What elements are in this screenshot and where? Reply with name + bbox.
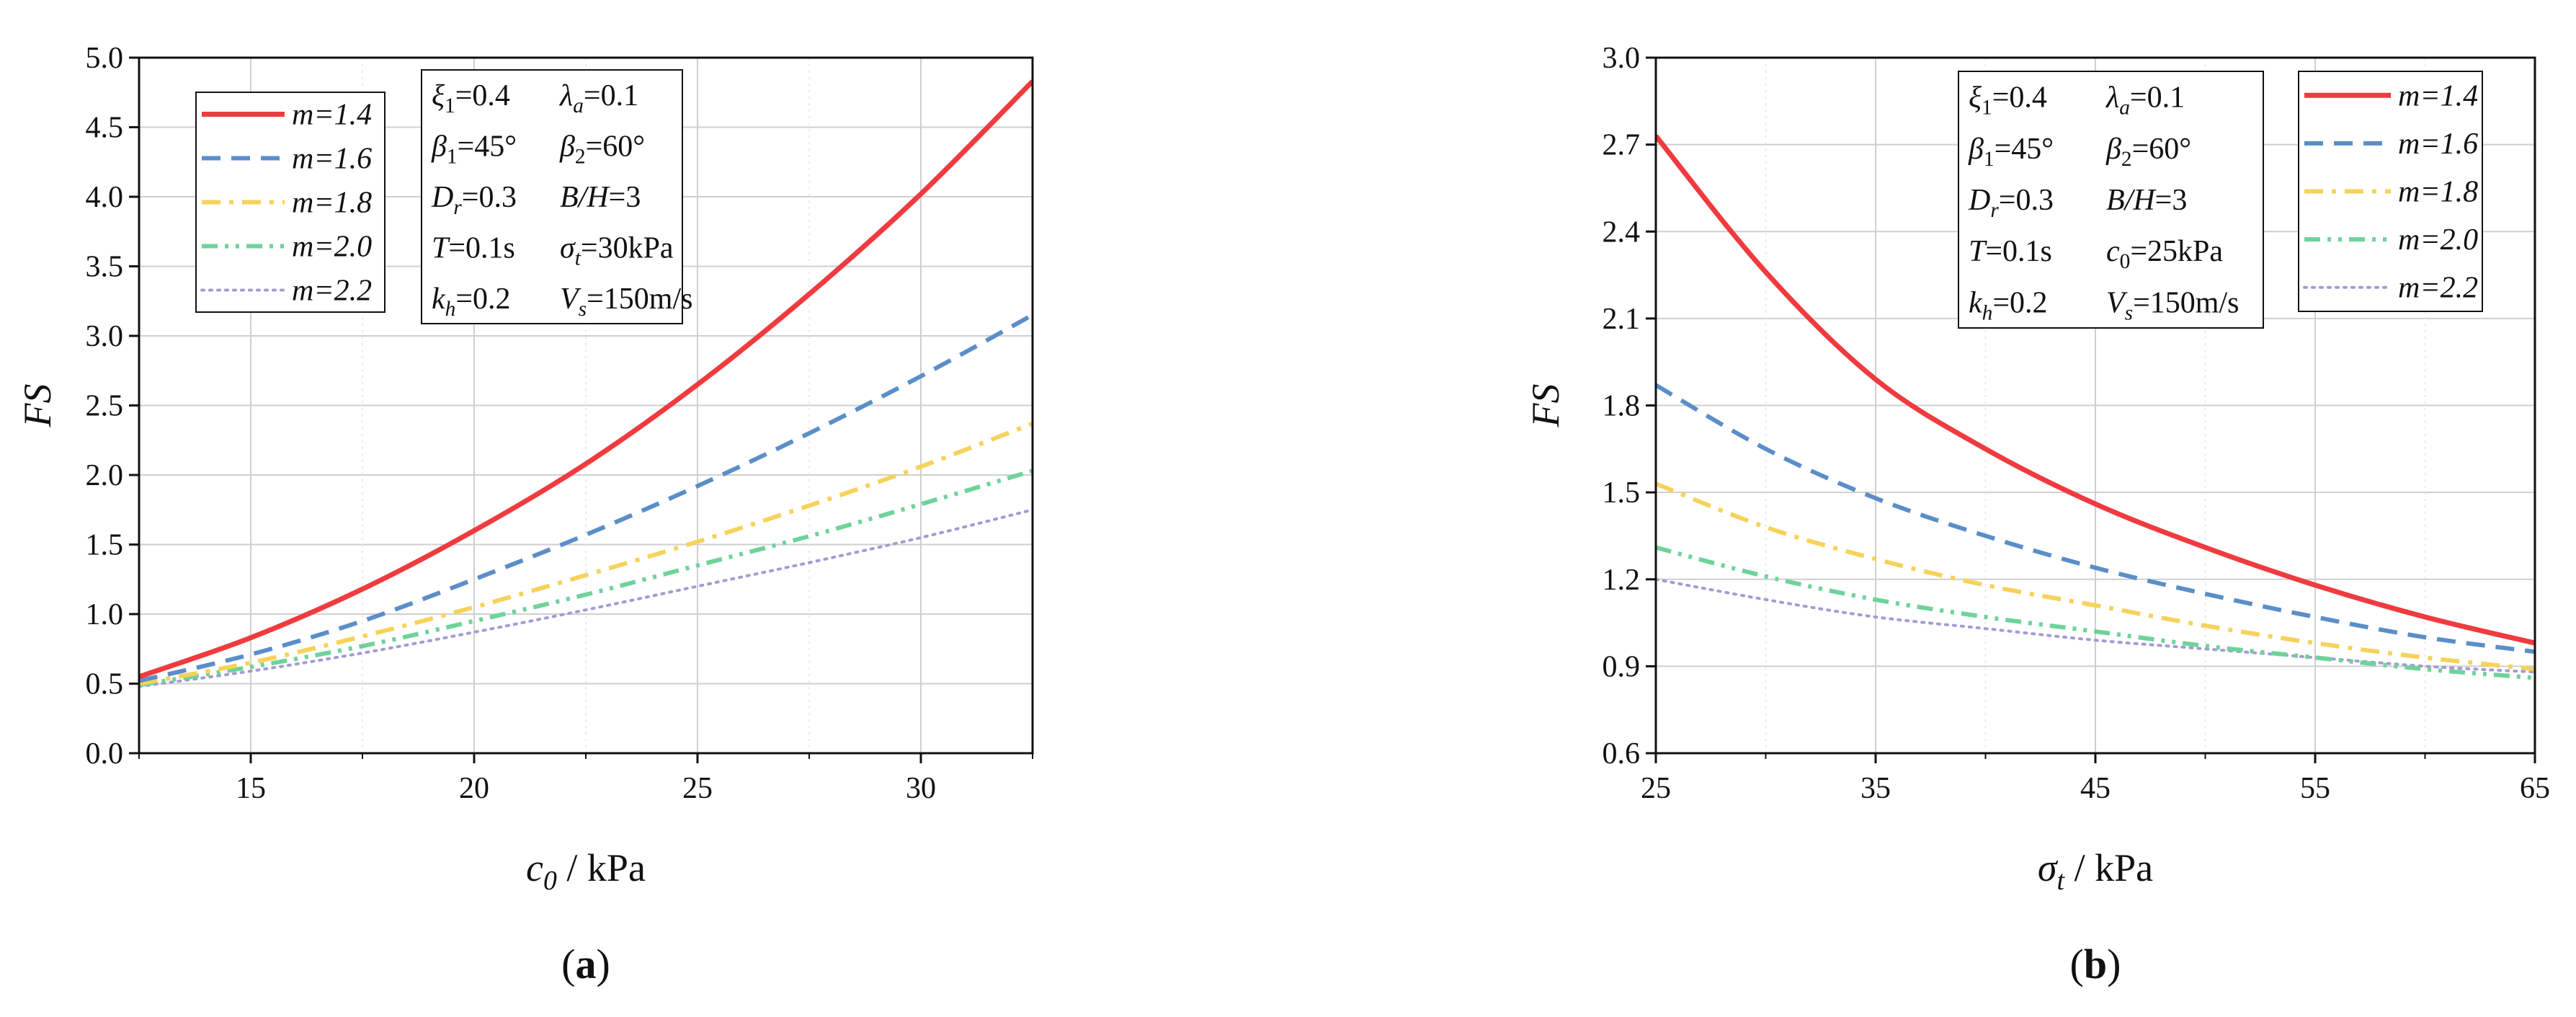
x-tick-label: 15 bbox=[236, 772, 266, 805]
parameter-text: ξ1=0.4 bbox=[432, 79, 510, 117]
series-line-m-2-2 bbox=[1656, 577, 2535, 674]
y-tick-label: 0.9 bbox=[1603, 650, 1641, 683]
parameter-box: ξ1=0.4 λa=0.1 β1=45° β2=60° Dr=0.3 B/H=3 T=0.1… bbox=[1958, 71, 2264, 329]
y-tick-label: 1.2 bbox=[1603, 564, 1641, 597]
y-tick-label: 4.0 bbox=[86, 181, 124, 214]
x-tick-label: 65 bbox=[2520, 772, 2550, 805]
series-line-m-1-8 bbox=[1656, 481, 2535, 672]
y-tick-label: 1.5 bbox=[86, 529, 124, 562]
y-tick-label: 2.4 bbox=[1603, 216, 1641, 249]
panel-label: (a) bbox=[561, 941, 610, 987]
parameter-text: T=0.1s bbox=[1969, 235, 2052, 268]
x-tick-label: 55 bbox=[2300, 772, 2330, 805]
axes: 0.0 0.5 1.0 1.5 2.0 2.5 3.0 3.5 4.0 4.5 5.0 15 20 25 3… bbox=[16, 42, 1033, 896]
panel-label: (b) bbox=[2070, 941, 2121, 987]
y-tick-label: 1.5 bbox=[1603, 476, 1641, 510]
x-axis-label: c0 / kPa bbox=[526, 846, 646, 896]
panel-a: 0.0 0.5 1.0 1.5 2.0 2.5 3.0 3.5 4.0 4.5 5.0 15 20 25 3… bbox=[16, 42, 1034, 987]
x-tick-label: 20 bbox=[459, 772, 489, 805]
series-line-m-2-0 bbox=[1656, 545, 2535, 680]
parameter-text: ξ1=0.4 bbox=[1969, 81, 2047, 120]
series-line-m-1-4 bbox=[1656, 134, 2535, 646]
y-axis-label: FS bbox=[1524, 384, 1567, 428]
x-axis-label: σt / kPa bbox=[2038, 846, 2153, 896]
parameter-text: λa=0.1 bbox=[2105, 81, 2185, 120]
x-tick-label: 25 bbox=[1641, 772, 1671, 805]
y-tick-label: 1.0 bbox=[86, 598, 124, 631]
legend: m=1.4 m=1.6 m=1.8 m=2.0 m=2.2 bbox=[195, 92, 385, 313]
y-tick-label: 2.5 bbox=[86, 390, 124, 423]
parameter-text: Vs=150m/s bbox=[2106, 286, 2239, 324]
parameter-text: T=0.1s bbox=[432, 231, 515, 265]
x-tick-label: 25 bbox=[682, 772, 713, 805]
y-tick-label: 3.0 bbox=[1603, 42, 1641, 75]
legend-label: m=2.2 bbox=[292, 275, 372, 308]
y-tick-label: 3.5 bbox=[86, 251, 124, 284]
y-tick-label: 2.1 bbox=[1603, 303, 1641, 336]
parameter-text: σt=30kPa bbox=[560, 231, 674, 270]
parameter-text: Vs=150m/s bbox=[560, 283, 692, 321]
parameter-text: λa=0.1 bbox=[558, 79, 638, 117]
y-axis-label: FS bbox=[16, 384, 59, 428]
parameter-text: c0=25kPa bbox=[2106, 235, 2223, 273]
legend-label: m=1.8 bbox=[292, 187, 372, 220]
legend-label: m=1.4 bbox=[292, 99, 372, 132]
series-line-m-2-2 bbox=[139, 508, 1033, 688]
series-line-m-1-6 bbox=[1656, 383, 2535, 654]
series-line-m-2-0 bbox=[139, 468, 1033, 688]
x-tick-label: 45 bbox=[2080, 772, 2111, 805]
x-tick-label: 30 bbox=[906, 772, 936, 805]
legend-box bbox=[195, 92, 385, 313]
parameter-box: ξ1=0.4 λa=0.1 β1=45° β2=60° Dr=0.3 B/H=3 T=0.1… bbox=[421, 69, 692, 324]
parameter-text: B/H=3 bbox=[2106, 184, 2187, 217]
series-line-m-1-8 bbox=[139, 421, 1033, 686]
parameter-text: β1=45° bbox=[1968, 133, 2054, 171]
series-line-m-1-6 bbox=[139, 313, 1033, 683]
y-tick-label: 3.0 bbox=[86, 320, 124, 353]
y-tick-label: 2.7 bbox=[1603, 129, 1641, 162]
y-tick-label: 4.5 bbox=[86, 112, 124, 145]
panel-b: 0.6 0.9 1.2 1.5 1.8 2.1 2.4 2.7 3.0 25 35 45 55 65 FS σ… bbox=[1524, 42, 2550, 987]
series-group bbox=[1656, 134, 2535, 680]
parameter-text: β2=60° bbox=[559, 130, 645, 169]
parameter-text: B/H=3 bbox=[560, 181, 641, 214]
series-line-m-1-4 bbox=[139, 79, 1033, 680]
y-tick-label: 0.5 bbox=[86, 668, 124, 701]
legend-label: m=1.6 bbox=[292, 143, 372, 176]
legend-label: m=2.2 bbox=[2398, 272, 2478, 305]
parameter-box-frame bbox=[421, 69, 683, 324]
y-tick-label: 0.6 bbox=[1603, 737, 1641, 770]
parameter-text: β2=60° bbox=[2105, 133, 2191, 171]
y-tick-label: 2.0 bbox=[86, 459, 124, 492]
legend: m=1.4 m=1.6 m=1.8 m=2.0 m=2.2 bbox=[2298, 71, 2483, 312]
legend-label: m=2.0 bbox=[292, 231, 372, 264]
parameter-text: kh=0.2 bbox=[432, 283, 511, 321]
y-tick-label: 5.0 bbox=[86, 42, 124, 75]
parameter-text: β1=45° bbox=[431, 130, 517, 169]
parameter-text: kh=0.2 bbox=[1969, 286, 2048, 324]
y-tick-label: 1.8 bbox=[1603, 390, 1641, 423]
parameter-box-frame bbox=[1958, 71, 2264, 329]
legend-label: m=1.6 bbox=[2398, 128, 2478, 161]
series-group bbox=[139, 79, 1033, 688]
legend-label: m=2.0 bbox=[2398, 223, 2478, 257]
axes: 0.6 0.9 1.2 1.5 1.8 2.1 2.4 2.7 3.0 25 35 45 55 65 FS σ… bbox=[1524, 42, 2550, 896]
parameter-text: Dr=0.3 bbox=[1968, 184, 2054, 222]
parameter-text: Dr=0.3 bbox=[431, 181, 517, 219]
y-tick-label: 0.0 bbox=[86, 737, 124, 770]
legend-label: m=1.4 bbox=[2398, 79, 2478, 112]
legend-label: m=1.8 bbox=[2398, 176, 2478, 209]
x-tick-label: 35 bbox=[1860, 772, 1891, 805]
